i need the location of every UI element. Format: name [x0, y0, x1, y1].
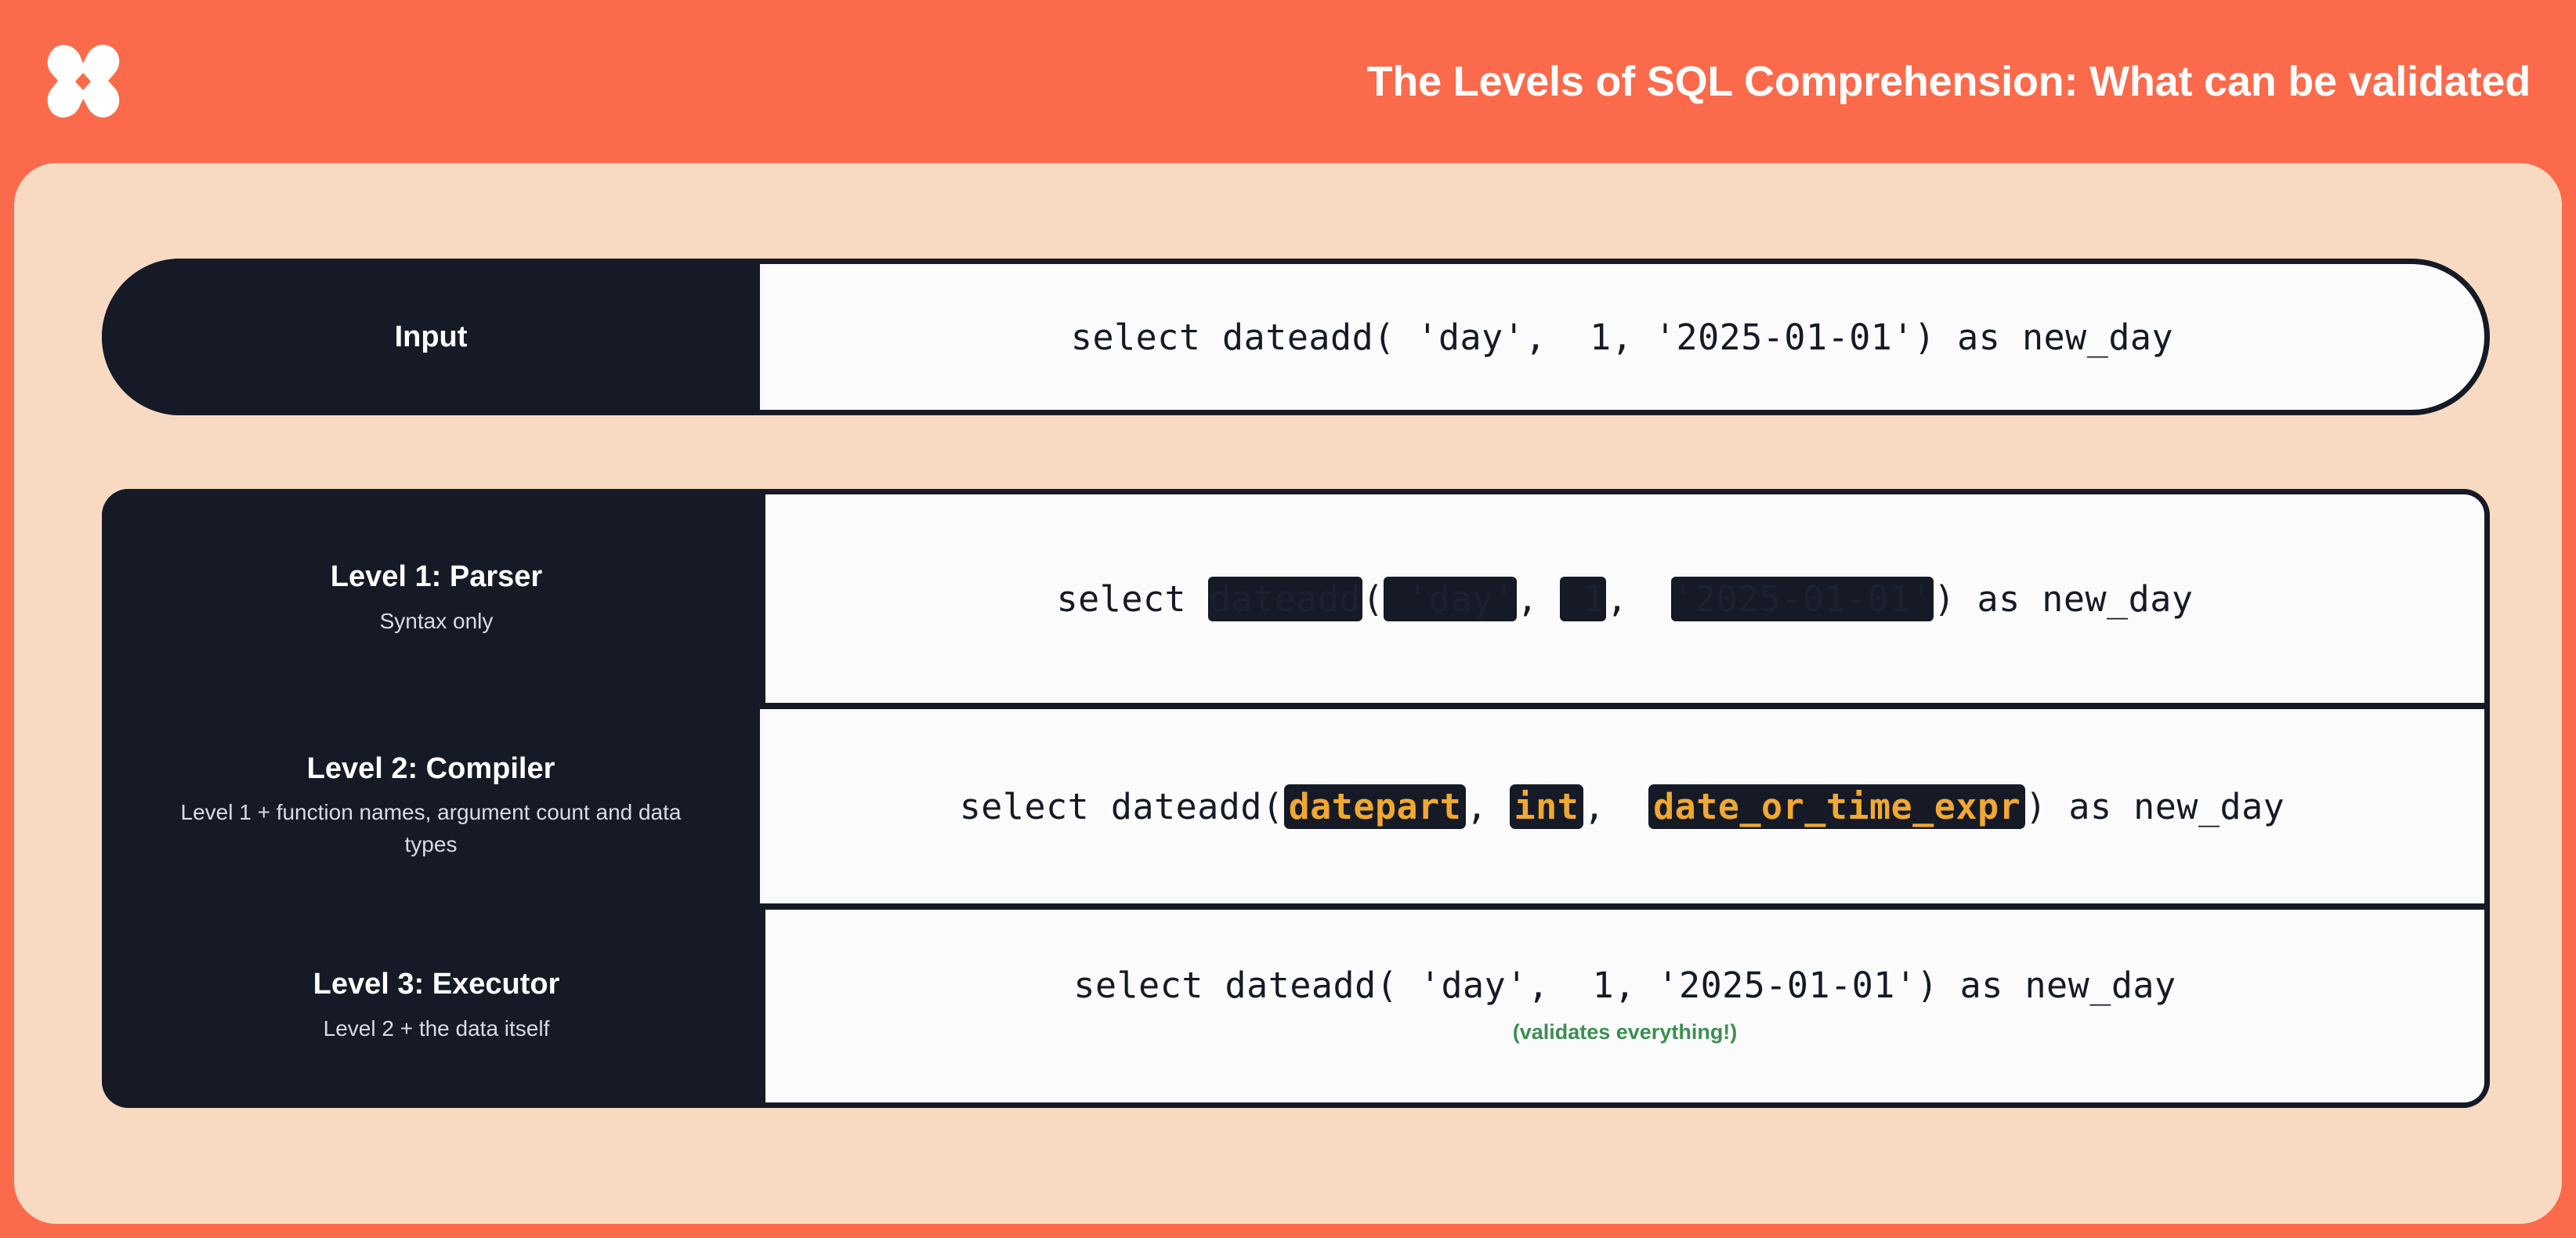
sql-token: , — [1583, 785, 1649, 827]
sql-token: dateadd — [1207, 576, 1362, 621]
input-sql-code: select dateadd( 'day', 1, '2025-01-01') … — [1071, 320, 2173, 355]
x-star-logo-icon — [41, 38, 125, 125]
level-2-label-cell: Level 2: Compiler Level 1 + function nam… — [102, 703, 760, 910]
sql-token: int — [1509, 784, 1584, 829]
sql-token: select dateadd( 'day', 1, '2025-01-01') … — [1070, 316, 2174, 358]
level-2-title: Level 2: Compiler — [306, 751, 555, 785]
level-3-title: Level 3: Executor — [313, 967, 560, 1001]
page-title: The Levels of SQL Comprehension: What ca… — [1366, 58, 2531, 105]
input-row-label: Input — [102, 259, 760, 415]
sql-token: date_or_time_expr — [1648, 784, 2026, 829]
validates-everything-note: (validates everything!) — [1512, 1020, 1738, 1044]
input-row-sql-cell: select dateadd( 'day', 1, '2025-01-01') … — [760, 264, 2484, 410]
table-row: Level 1: Parser Syntax only select datea… — [102, 489, 2490, 703]
levels-table: Level 1: Parser Syntax only select datea… — [102, 489, 2490, 1108]
input-row: Input select dateadd( 'day', 1, '2025-01… — [102, 259, 2490, 415]
level-2-sql-code: select dateadd(datepart, int, date_or_ti… — [959, 784, 2285, 829]
sql-token: '2025-01-01' — [1671, 576, 1934, 621]
content-panel: Input select dateadd( 'day', 1, '2025-01… — [14, 163, 2562, 1224]
sql-token: ( — [1362, 577, 1384, 620]
level-2-subtitle: Level 1 + function names, argument count… — [180, 800, 682, 856]
level-3-label-cell: Level 3: Executor Level 2 + the data its… — [107, 910, 765, 1102]
level-1-subtitle: Syntax only — [379, 608, 494, 633]
sql-token: , — [1517, 577, 1561, 620]
level-1-label-cell: Level 1: Parser Syntax only — [107, 494, 765, 703]
sql-token: 'day' — [1384, 576, 1518, 621]
sql-token: select dateadd( — [959, 785, 1284, 827]
level-3-subtitle: Level 2 + the data itself — [323, 1015, 550, 1041]
level-1-title: Level 1: Parser — [330, 559, 543, 593]
sql-token: , — [1466, 785, 1510, 827]
sql-token: , — [1606, 577, 1672, 620]
header-bar: The Levels of SQL Comprehension: What ca… — [0, 0, 2576, 163]
level-2-sql-cell: select dateadd(datepart, int, date_or_ti… — [760, 703, 2484, 910]
table-row: Level 2: Compiler Level 1 + function nam… — [102, 703, 2490, 910]
sql-token: select dateadd( 'day', 1, '2025-01-01') … — [1073, 965, 2176, 1006]
level-1-sql-cell: select dateadd( 'day', 1, '2025-01-01') … — [765, 494, 2484, 703]
sql-token: ) as new_day — [1934, 577, 2194, 620]
sql-token: datepart — [1283, 784, 1467, 829]
level-3-sql-cell: select dateadd( 'day', 1, '2025-01-01') … — [765, 910, 2484, 1102]
level-3-sql-code: select dateadd( 'day', 1, '2025-01-01') … — [1073, 968, 2176, 1003]
sql-token: ) as new_day — [2025, 785, 2285, 827]
level-1-sql-code: select dateadd( 'day', 1, '2025-01-01') … — [1056, 576, 2194, 621]
table-row: Level 3: Executor Level 2 + the data its… — [102, 910, 2490, 1108]
sql-token: select — [1056, 577, 1208, 620]
sql-token: 1 — [1560, 576, 1607, 621]
